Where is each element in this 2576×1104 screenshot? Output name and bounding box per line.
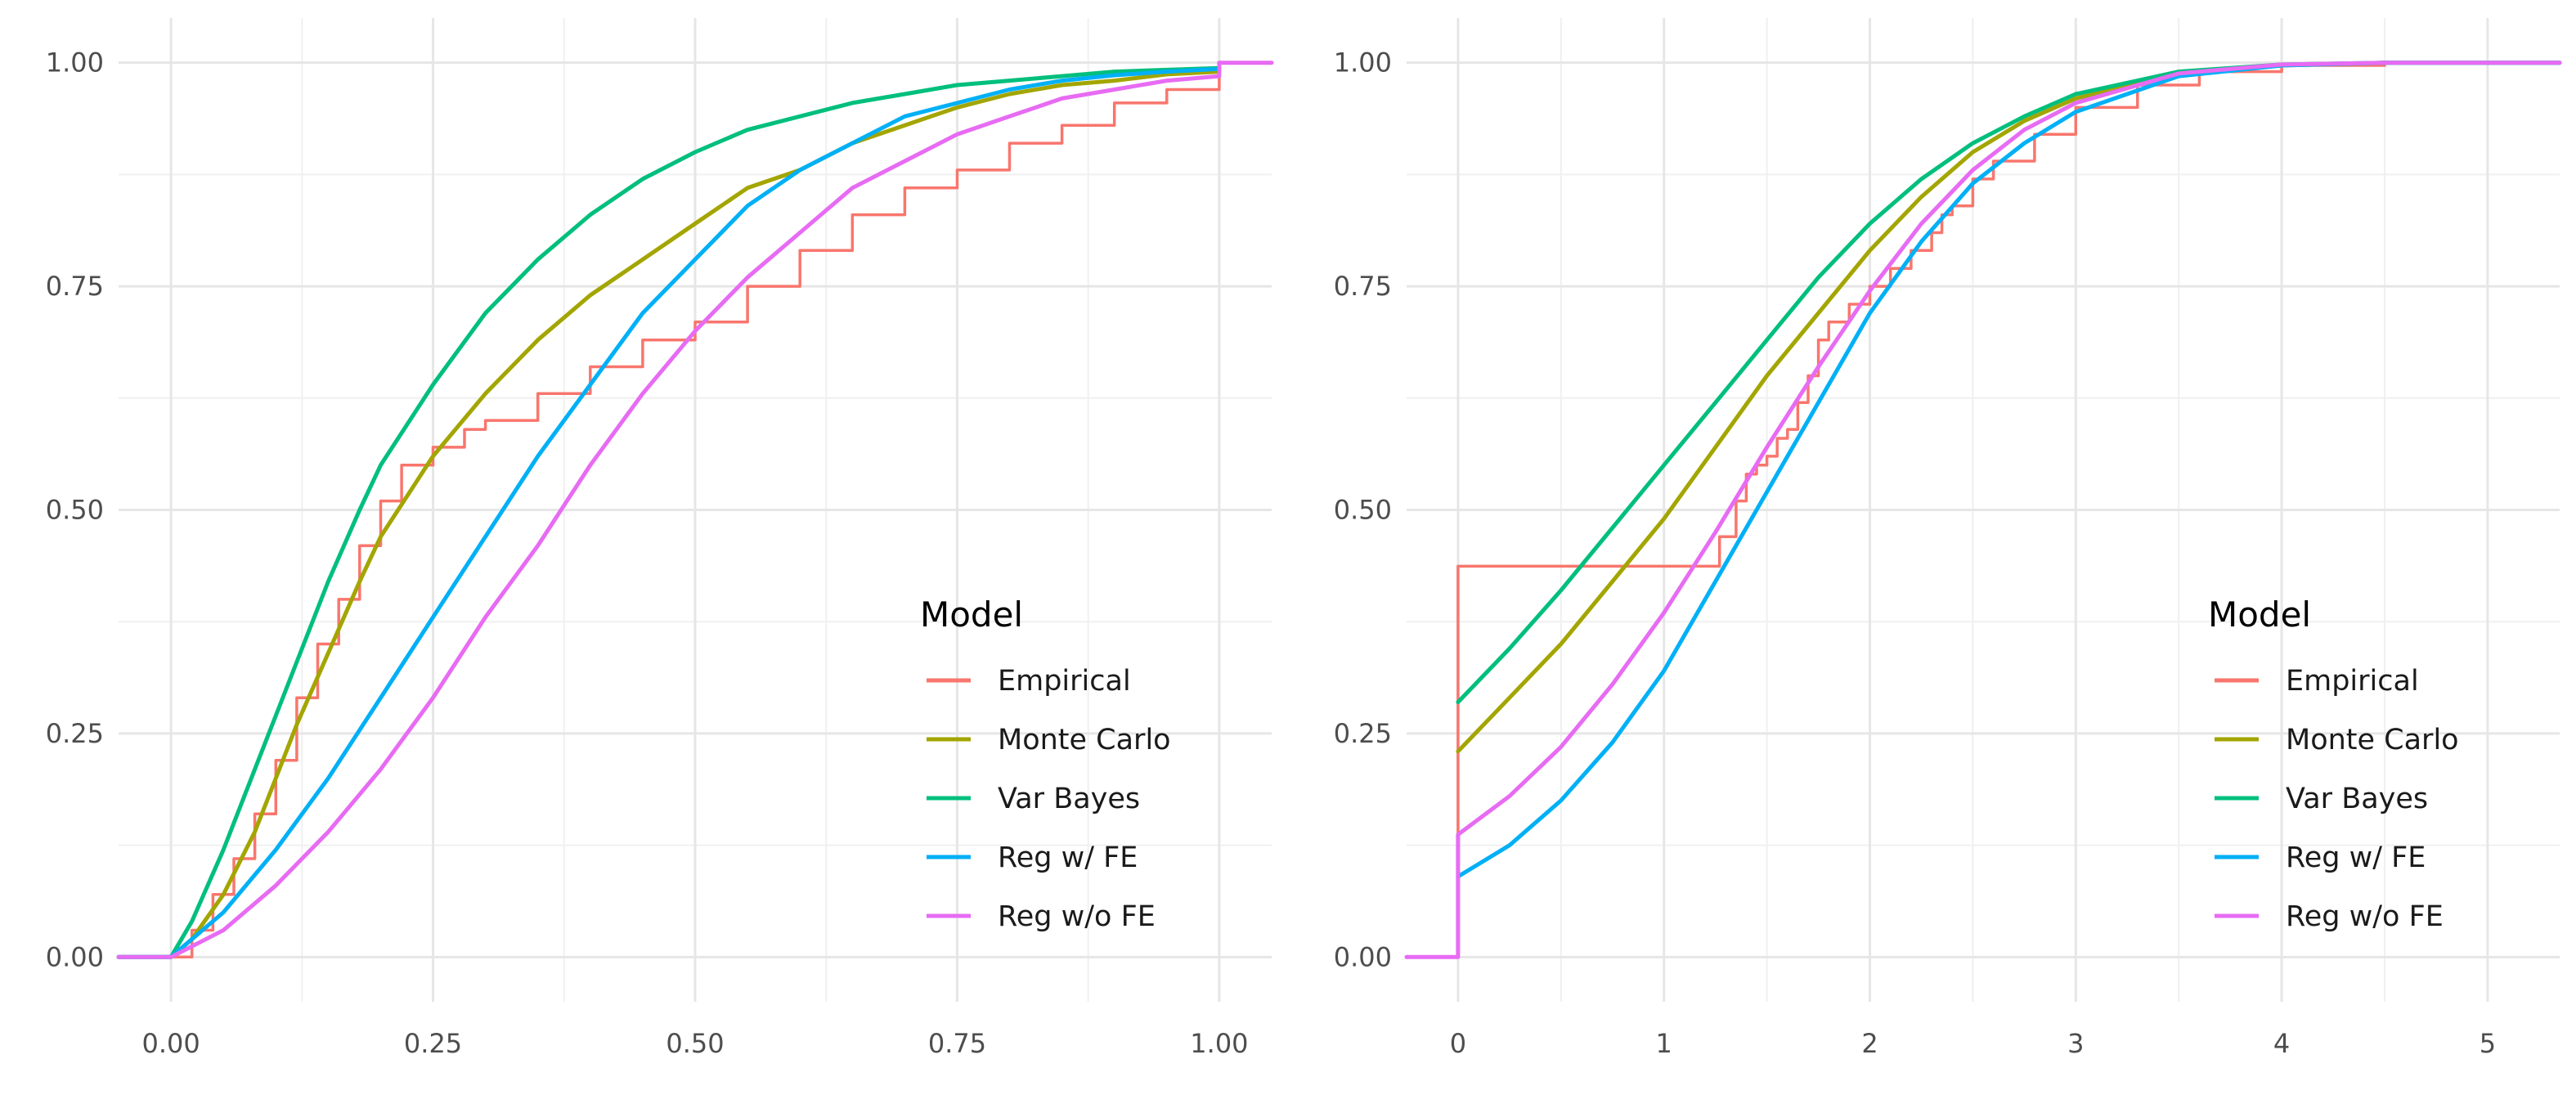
legend-label: Monte Carlo [2286, 724, 2459, 756]
y-tick-label: 0.50 [46, 495, 104, 526]
series-line-var-bayes [116, 65, 1222, 959]
series-line-monte-carlo [116, 70, 1222, 959]
legend-label: Empirical [998, 665, 1131, 698]
x-tick-label: 1.00 [1190, 1028, 1248, 1059]
y-tick-label: 1.00 [46, 47, 104, 79]
series-line-reg-w-fe [116, 66, 1222, 959]
legend-label: Empirical [2286, 665, 2419, 698]
legend-label: Reg w/o FE [998, 900, 1156, 933]
x-tick-label: 3 [2067, 1028, 2084, 1059]
x-tick-label: 0 [1450, 1028, 1466, 1059]
legend-label: Monte Carlo [998, 724, 1171, 756]
y-tick-label: 0.75 [46, 271, 104, 302]
legend-label: Var Bayes [998, 783, 1140, 815]
legend: Model Empirical Monte Carlo Var Bayes Reg w/… [920, 595, 1171, 933]
y-tick-label: 0.50 [1334, 495, 1392, 526]
series-line-reg-w-o-fe [1404, 61, 2562, 959]
legend-label: Reg w/ FE [2286, 841, 2426, 874]
legend-title: Model [2208, 595, 2311, 635]
legend-label: Reg w/ FE [998, 841, 1138, 874]
x-tick-label: 0.75 [928, 1028, 986, 1059]
legend-label: Reg w/o FE [2286, 900, 2444, 933]
y-tick-label: 0.25 [46, 718, 104, 749]
x-tick-label: 2 [1861, 1028, 1878, 1059]
legend: Model Empirical Monte Carlo Var Bayes Reg w/… [2208, 595, 2459, 933]
y-tick-label: 0.25 [1334, 718, 1392, 749]
series-line-reg-w-o-fe [116, 61, 1274, 959]
series-line-empirical [117, 61, 1273, 959]
y-tick-label: 0.75 [1334, 271, 1392, 302]
x-tick-label: 0.25 [404, 1028, 462, 1059]
x-tick-label: 0.00 [141, 1028, 200, 1059]
legend-title: Model [920, 595, 1023, 635]
y-tick-label: 1.00 [1334, 47, 1392, 79]
series-line-var-bayes [1456, 61, 2562, 705]
x-tick-label: 1 [1656, 1028, 1672, 1059]
y-tick-label: 0.00 [1334, 941, 1392, 972]
legend-label: Var Bayes [2286, 783, 2428, 815]
x-tick-label: 5 [2480, 1028, 2496, 1059]
series-line-monte-carlo [1456, 61, 2562, 754]
right-panel: 0 1 2 3 4 5 0.00 0.25 0.50 0.75 1.00 Model Empirical… [1334, 18, 2562, 1059]
left-panel: 0.00 0.25 0.50 0.75 1.00 0.00 0.25 0.50 0.75 1.00… [46, 18, 1274, 1059]
x-tick-label: 0.50 [666, 1028, 724, 1059]
y-tick-label: 0.00 [46, 941, 104, 972]
x-tick-label: 4 [2273, 1028, 2290, 1059]
